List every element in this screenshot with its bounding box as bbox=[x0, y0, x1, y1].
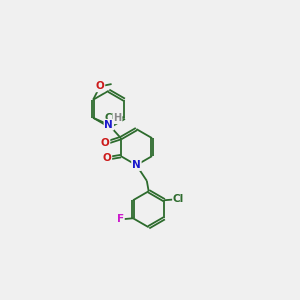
Text: H: H bbox=[113, 113, 122, 123]
Text: N: N bbox=[132, 160, 141, 170]
Text: O: O bbox=[101, 138, 110, 148]
Text: F: F bbox=[117, 214, 124, 224]
Text: Cl: Cl bbox=[105, 113, 116, 123]
Text: O: O bbox=[96, 81, 104, 92]
Text: O: O bbox=[103, 153, 111, 164]
Text: Cl: Cl bbox=[173, 194, 184, 204]
Text: N: N bbox=[104, 120, 113, 130]
